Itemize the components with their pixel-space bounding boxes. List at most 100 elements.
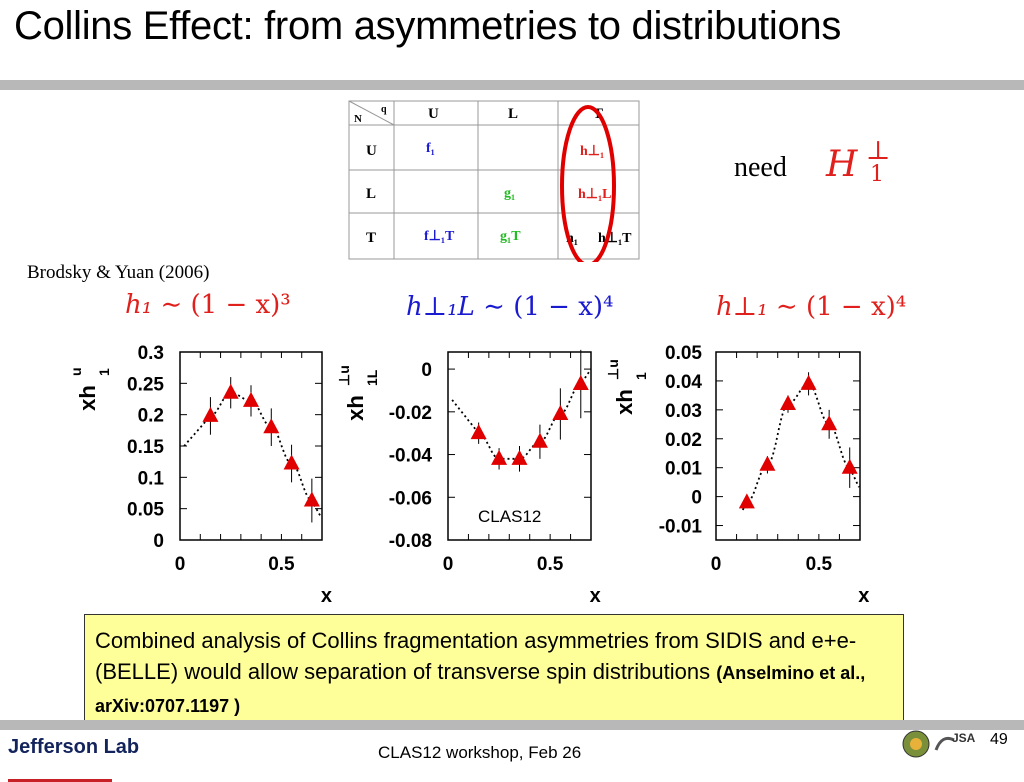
y-tick-label: -0.02 — [389, 403, 432, 424]
data-point — [491, 449, 508, 465]
x-tick-label: 0 — [711, 554, 722, 575]
y-tick-label: 0.05 — [127, 500, 164, 521]
y-axis-label-sup: ⊥u — [605, 359, 621, 380]
jefferson-lab-logo: Jefferson Lab — [8, 736, 139, 782]
data-point — [243, 391, 259, 407]
data-point — [552, 404, 569, 420]
data-point — [572, 375, 589, 391]
y-tick-label: 0.25 — [127, 374, 164, 395]
data-point — [222, 383, 239, 399]
y-tick-label: 0.01 — [665, 459, 702, 480]
need-h: H — [826, 144, 858, 185]
theory-curve — [741, 382, 860, 511]
table-h1perp: h⊥₁ — [580, 144, 604, 159]
table-corner-q: q — [381, 104, 387, 115]
y-tick-label: 0 — [421, 360, 432, 381]
data-point — [759, 455, 776, 471]
data-point — [263, 418, 280, 434]
slide-title: Collins Effect: from asymmetries to dist… — [14, 4, 842, 48]
formula-h1perp: h⊥₁ ∼ (1 − x)⁴ — [716, 292, 906, 322]
x-tick-label: 0 — [443, 554, 454, 575]
plots-area: 0.3 0.25 0.2 0.15 0.1 0.05 0 0 0.5 x xh u 1 0 -0.02 -0.… — [68, 343, 869, 607]
y-tick-label: 0.15 — [127, 437, 164, 458]
y-tick-label: 0.05 — [665, 343, 702, 364]
plot-annotation: CLAS12 — [478, 507, 541, 526]
x-tick-label: 0.5 — [268, 554, 295, 575]
data-point — [800, 374, 817, 390]
table-h1lperp: h⊥₁L — [578, 187, 612, 202]
plot-frame-3 — [715, 351, 861, 541]
table-row-l: L — [366, 186, 376, 202]
data-point — [841, 458, 858, 474]
distribution-table: N q U L T U L T f₁ g₁ f⊥₁T g₁T h⊥₁ h⊥₁L … — [348, 100, 640, 262]
data-point — [470, 424, 487, 440]
y-tick-label: 0 — [691, 488, 702, 509]
x-tick-label: 0.5 — [806, 554, 833, 575]
formula-h1l-rhs: ∼ (1 − x)⁴ — [483, 292, 614, 322]
need-symbol: H ⊥ 1 — [826, 136, 916, 190]
plot-frame-1 — [179, 351, 323, 541]
x-axis-label: x — [858, 585, 869, 607]
y-axis-label: xh — [343, 395, 368, 421]
y-tick-label: -0.04 — [389, 446, 433, 467]
y-tick-label: 0.3 — [138, 343, 164, 364]
x-tick-label: 0 — [175, 554, 186, 575]
footer-text: CLAS12 workshop, Feb 26 — [378, 743, 582, 762]
data-point — [283, 454, 300, 470]
logo-text: Jefferson Lab — [8, 736, 140, 758]
note-text: Combined analysis of Collins fragmentati… — [95, 628, 857, 684]
plot-frame-2 — [447, 351, 592, 541]
highlight-ellipse — [560, 105, 616, 262]
jsa-swoosh-icon — [934, 736, 955, 751]
y-axis-label-sub: 1 — [96, 368, 112, 376]
y-tick-label: 0.1 — [138, 468, 165, 489]
footer-divider — [0, 720, 1024, 730]
note-reference: (Anselmino et al., arXiv:0707.1197 ) — [95, 663, 866, 716]
need-sup: ⊥ — [866, 136, 891, 166]
formula-h1: h₁ ∼ (1 − x)³ — [125, 290, 291, 320]
y-tick-label: 0.02 — [665, 430, 702, 451]
table-col-l: L — [508, 106, 518, 122]
formula-h1-rhs: ∼ (1 − x)³ — [160, 290, 291, 320]
table-f1: f₁ — [426, 141, 435, 156]
jsa-text: JSA — [952, 731, 976, 745]
table-row-t: T — [366, 230, 376, 246]
y-tick-label: 0.04 — [665, 372, 702, 393]
table-f1t: f⊥₁T — [424, 229, 455, 244]
x-tick-label: 0.5 — [537, 554, 564, 575]
y-axis-label-sup: u — [68, 367, 84, 376]
data-point — [738, 493, 755, 509]
need-label: need — [734, 152, 787, 183]
partner-logos: JSA — [902, 730, 976, 758]
y-axis-label-group: xh ⊥u 1 — [605, 359, 649, 415]
formula-h1-lhs: h₁ — [125, 290, 153, 320]
summary-note: Combined analysis of Collins fragmentati… — [84, 614, 904, 728]
data-point — [780, 395, 796, 411]
table-g1: g₁ — [504, 186, 515, 201]
theory-curve — [451, 370, 591, 460]
data-point — [531, 432, 548, 448]
y-axis-label-group: xh ⊥u 1L — [336, 365, 380, 421]
formula-h1perp-rhs: ∼ (1 − x)⁴ — [775, 292, 907, 322]
title-divider — [0, 80, 1024, 90]
formula-h1l-lhs: h⊥₁L — [406, 292, 475, 322]
y-axis-label-sup: ⊥u — [336, 365, 352, 386]
table-col-u: U — [428, 106, 439, 122]
y-axis-label-sub: 1 — [633, 372, 649, 380]
y-axis-label: xh — [75, 385, 100, 411]
page-number: 49 — [990, 731, 1008, 748]
data-point — [821, 415, 838, 431]
x-axis-label: x — [321, 585, 332, 607]
formula-h1perp-lhs: h⊥₁ — [716, 292, 768, 322]
y-tick-label: -0.06 — [389, 488, 432, 509]
y-axis-label: xh — [612, 389, 637, 415]
y-tick-label: 0.03 — [665, 401, 702, 422]
need-sub: 1 — [870, 162, 884, 187]
theory-curve — [183, 391, 322, 518]
table-h1: h₁ — [566, 231, 578, 246]
y-tick-label: 0.2 — [138, 406, 164, 427]
data-point — [511, 449, 528, 465]
y-tick-label: -0.01 — [659, 517, 703, 538]
data-point — [303, 491, 320, 507]
citation: Brodsky & Yuan (2006) — [27, 262, 210, 283]
